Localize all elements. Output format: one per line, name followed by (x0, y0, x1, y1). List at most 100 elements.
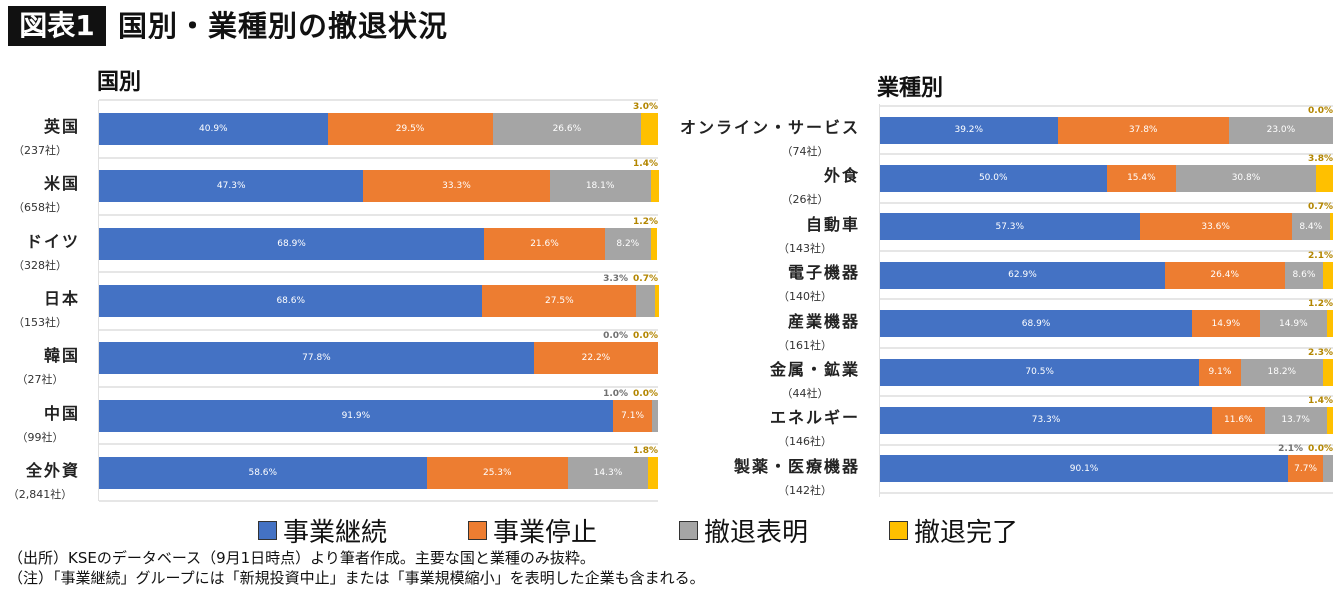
data-label: 62.9% (1008, 270, 1037, 281)
small-segment-labels: 1.0% 0.0% (603, 389, 658, 399)
chart-title-industry: 業種別 (877, 76, 944, 101)
bar-segment-撤退完了 (641, 113, 658, 145)
bar-segment-撤退完了 (647, 456, 658, 489)
legend-label: 事業停止 (493, 518, 598, 548)
data-label: 15.4% (1127, 173, 1156, 184)
figure-badge: 図表1 (8, 6, 106, 46)
data-label: 23.0% (1266, 125, 1296, 135)
data-label: 47.3% (216, 181, 246, 192)
bar-segment-事業継続: 40.9% (99, 113, 328, 145)
bar-segment-撤退表明 (1323, 455, 1333, 483)
data-label: 8.4% (1299, 221, 1323, 232)
data-label: 27.5% (545, 295, 574, 306)
data-label: 91.9% (341, 410, 371, 421)
legend-label: 撤退完了 (914, 518, 1019, 548)
bar-segment-事業継続: 68.9% (880, 310, 1193, 338)
bar-segment-事業継続: 90.1% (880, 455, 1289, 483)
data-label: 25.3% (482, 467, 512, 478)
data-label: 29.5% (395, 124, 425, 134)
bar-segment-撤退表明: 14.9% (1259, 310, 1328, 338)
row-separator (99, 156, 658, 159)
bar-segment-事業停止: 7.1% (612, 399, 653, 432)
data-label: 0.0% (603, 331, 629, 342)
bar-segment-事業停止: 21.6% (484, 227, 605, 260)
data-label: 33.6% (1201, 221, 1230, 232)
bar-segment-事業継続: 70.5% (880, 358, 1200, 386)
data-label: 7.7% (1294, 463, 1318, 474)
bar-segment-事業停止: 26.4% (1164, 261, 1285, 289)
legend-swatch (468, 521, 487, 540)
data-label: 18.2% (1267, 367, 1297, 377)
stacked-bar: 47.3% 33.3% 18.1% (99, 170, 659, 203)
small-segment-labels: 1.4% (1308, 396, 1333, 406)
small-segment-labels: 2.3% (1308, 348, 1333, 358)
company-count: （74社） (781, 145, 829, 158)
data-label: 68.6% (276, 295, 306, 306)
legend-item: 撤退表明 (679, 512, 808, 549)
data-label: 26.6% (552, 124, 582, 134)
bar-segment-撤退完了 (650, 170, 659, 203)
stacked-bar: 77.8% 22.2% (99, 342, 658, 375)
bar-segment-事業停止: 33.3% (363, 170, 550, 203)
small-segment-labels: 3.8% (1308, 154, 1333, 164)
data-label: 3.3% (603, 273, 629, 284)
legend-label: 撤退表明 (704, 518, 809, 548)
data-label: 0.0% (1308, 105, 1333, 116)
bar-segment-事業継続: 50.0% (880, 164, 1107, 192)
bar-segment-事業停止: 25.3% (426, 456, 568, 489)
data-label: 68.9% (277, 238, 306, 249)
data-label: 21.6% (530, 238, 559, 249)
category-label: オンライン・サービス (679, 118, 860, 137)
small-segment-labels: 3.0% (633, 102, 658, 112)
data-label: 1.4% (1308, 395, 1333, 406)
data-label: 0.7% (1308, 202, 1333, 213)
small-segment-labels: 1.8% (633, 446, 658, 456)
bar-segment-事業継続: 62.9% (880, 261, 1165, 289)
bar-segment-撤退完了 (654, 284, 659, 317)
bar-segment-事業継続: 47.3% (99, 170, 364, 203)
stacked-bar: 57.3% 33.6% 8.4% (880, 213, 1333, 241)
chart-title-country: 国別 (97, 70, 142, 95)
data-label: 37.8% (1128, 125, 1158, 135)
data-label: 3.8% (1308, 153, 1333, 164)
bar-segment-撤退完了 (1326, 406, 1333, 434)
data-label: 7.1% (621, 410, 644, 421)
bar-segment-撤退表明: 8.4% (1291, 213, 1330, 241)
data-label: 26.4% (1210, 270, 1239, 281)
data-label: 0.0% (633, 331, 658, 342)
bar-segment-事業継続: 39.2% (880, 116, 1058, 144)
figure-title: 国別・業種別の撤退状況 (118, 9, 449, 43)
small-segment-labels: 2.1% 0.0% (1278, 444, 1333, 454)
small-segment-labels: 0.7% (1308, 202, 1333, 212)
company-count: （161社） (778, 338, 832, 352)
stacked-bar: 91.9% 7.1% (99, 399, 658, 432)
row-separator (99, 500, 658, 503)
data-label: 2.1% (1308, 250, 1333, 261)
bar-segment-撤退完了 (1329, 213, 1333, 241)
company-count: （142社） (778, 483, 832, 497)
bar-segment-撤退表明 (652, 399, 658, 432)
company-count: （44社） (781, 387, 829, 400)
category-label: 外食 (823, 166, 860, 186)
row-separator (880, 395, 1333, 398)
data-label: 8.6% (1292, 270, 1316, 281)
company-count: （99社） (16, 430, 64, 444)
row-separator (880, 153, 1333, 156)
stacked-bar: 70.5% 9.1% 18.2% (880, 358, 1334, 386)
bar-segment-事業継続: 91.9% (99, 399, 613, 432)
small-segment-labels: 1.2% (633, 217, 658, 227)
data-label: 1.8% (633, 445, 658, 456)
bar-segment-撤退表明: 14.3% (568, 456, 648, 489)
bar-segment-撤退表明 (636, 284, 655, 317)
bar-segment-撤退完了 (1315, 164, 1333, 192)
bar-segment-事業停止: 37.8% (1057, 116, 1229, 144)
data-label: 1.2% (633, 216, 658, 227)
data-label: 1.0% (603, 388, 629, 399)
category-label: 英国 (43, 117, 80, 136)
small-segment-labels: 1.2% (1308, 299, 1333, 309)
data-label: 2.3% (1308, 347, 1333, 358)
data-label: 30.8% (1231, 173, 1261, 184)
legend-swatch (889, 521, 908, 540)
plot-area: 40.9% 29.5% 26.6% 3.0% 47.3% 33.3% 18.1% 1.4% 68… (98, 99, 659, 503)
row-separator (99, 271, 658, 274)
